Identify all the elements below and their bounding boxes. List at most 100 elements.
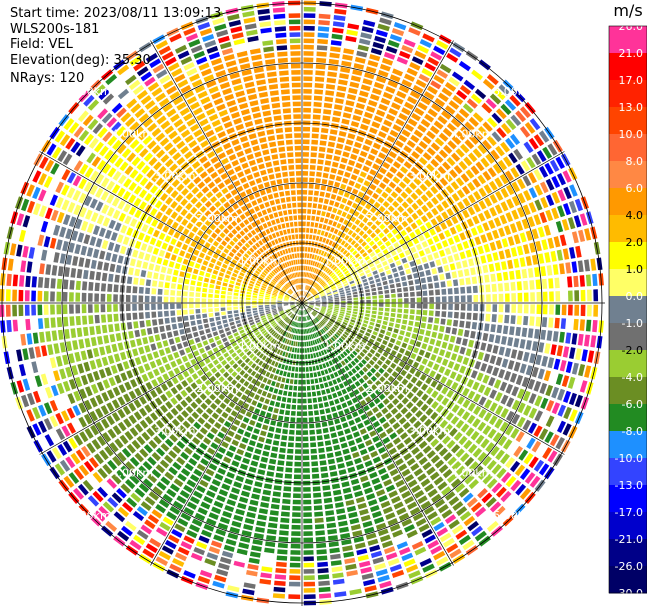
velocity-gate [227,307,232,310]
velocity-gate [168,370,175,377]
velocity-gate [520,257,526,267]
velocity-gate [329,59,339,65]
velocity-gate [164,311,169,317]
velocity-gate [471,227,478,236]
velocity-gate [322,224,326,229]
velocity-gate [226,451,234,458]
velocity-gate [340,294,345,297]
velocity-gate [29,347,36,359]
velocity-gate [265,299,270,301]
velocity-gate [402,320,407,325]
velocity-gate [358,443,366,450]
velocity-gate [499,304,504,312]
velocity-gate [430,261,436,268]
velocity-gate [383,92,393,100]
velocity-gate [326,212,331,217]
velocity-gate [88,304,93,313]
velocity-gate [20,334,26,346]
velocity-gate [472,216,479,225]
velocity-gate [480,363,487,372]
velocity-gate [361,326,366,330]
velocity-gate [454,345,460,353]
velocity-gate [398,265,404,270]
velocity-gate [389,322,394,327]
velocity-gate [399,252,405,258]
velocity-gate [492,294,497,302]
velocity-gate [368,445,376,452]
velocity-gate [372,356,378,362]
velocity-gate [102,357,109,366]
velocity-gate [6,274,11,286]
velocity-gate [159,366,166,374]
velocity-gate [359,38,371,45]
velocity-gate [416,285,421,290]
velocity-gate [81,351,88,361]
velocity-gate [389,151,397,159]
velocity-gate [165,197,173,205]
velocity-gate [333,445,340,451]
velocity-gate [101,315,106,323]
velocity-gate [317,549,327,554]
velocity-gate [268,523,278,529]
velocity-gate [321,128,329,133]
velocity-gate [378,575,390,583]
velocity-gate [504,225,511,235]
velocity-gate [329,174,335,180]
velocity-gate [489,264,495,272]
velocity-gate [264,548,275,554]
velocity-gate [233,307,238,310]
velocity-gate [455,296,460,302]
velocity-gate [446,379,453,387]
velocity-gate [232,329,237,333]
velocity-gate [342,54,353,60]
velocity-gate [433,347,439,354]
velocity-gate [298,336,300,341]
velocity-gate [150,390,158,398]
velocity-gate [372,407,379,414]
velocity-gate [107,389,115,399]
velocity-gate [407,326,412,331]
velocity-gate [354,142,362,149]
velocity-gate [317,556,328,561]
velocity-gate [113,387,121,396]
velocity-gate [297,411,302,416]
velocity-gate [374,82,384,89]
velocity-gate [164,304,169,310]
velocity-gate [346,30,358,37]
velocity-gate [366,293,371,296]
velocity-gate [364,112,373,119]
velocity-gate [416,199,424,207]
velocity-gate [216,192,223,199]
velocity-gate [365,314,370,317]
velocity-gate [346,434,353,440]
velocity-gate [422,316,427,322]
velocity-gate [590,259,596,271]
velocity-gate [332,117,340,123]
velocity-gate [460,312,465,319]
velocity-gate [396,319,401,324]
velocity-gate [390,74,401,82]
velocity-gate [202,288,207,293]
velocity-gate [317,562,328,567]
velocity-gate [307,386,311,391]
velocity-gate [145,296,150,302]
velocity-gate [324,402,329,407]
velocity-gate [360,567,372,574]
velocity-gate [235,286,240,290]
velocity-gate [518,293,523,302]
velocity-gate [545,385,553,396]
velocity-gate [385,308,390,312]
velocity-gate [541,239,548,250]
velocity-gate [309,184,314,189]
velocity-gate [300,336,302,341]
velocity-gate [268,465,275,471]
velocity-gate [120,352,126,360]
velocity-gate [358,555,369,562]
velocity-gate [93,249,99,258]
velocity-gate [303,493,311,498]
velocity-gate [183,316,188,321]
velocity-gate [492,304,497,312]
velocity-gate [252,296,257,299]
velocity-gate [157,222,164,230]
velocity-gate [99,228,106,238]
